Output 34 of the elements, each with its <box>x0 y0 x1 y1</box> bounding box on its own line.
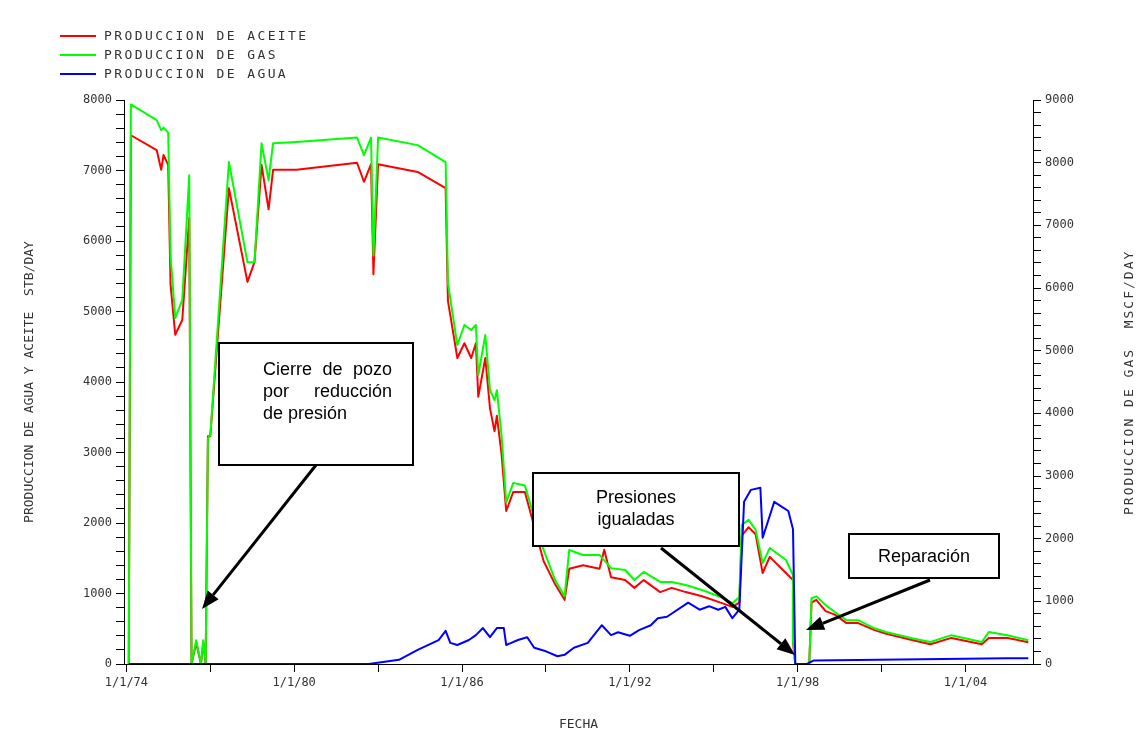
y-tick-label: 6000 <box>83 233 112 248</box>
callout-box: Cierre de pozo por reducción de presión <box>218 342 414 466</box>
y-tick-label: 1000 <box>83 585 112 600</box>
x-tick-label: 1/1/92 <box>608 675 652 690</box>
y2-tick-label: 1000 <box>1045 593 1074 608</box>
y2-tick-label: 4000 <box>1045 405 1074 420</box>
y-tick-label: 5000 <box>83 303 112 318</box>
legend-label: PRODUCCION DE GAS <box>104 47 278 62</box>
x-tick-label: 1/1/74 <box>104 675 149 690</box>
callout-box: Presiones igualadas <box>532 472 740 547</box>
y2-axis-title: PRODUCCION DE GAS MSCF/DAY <box>1121 249 1136 515</box>
y-tick-label: 8000 <box>83 92 112 107</box>
legend-label: PRODUCCION DE ACEITE <box>104 28 309 43</box>
callout-box: Reparación <box>848 533 1000 579</box>
y2-tick-label: 8000 <box>1045 154 1074 169</box>
x-tick-label: 1/1/86 <box>440 675 484 690</box>
y2-tick-label: 0 <box>1045 656 1053 671</box>
y-tick-label: 2000 <box>83 515 112 530</box>
legend-label: PRODUCCION DE AGUA <box>104 66 289 81</box>
y2-tick-label: 7000 <box>1045 217 1074 232</box>
y-tick-label: 3000 <box>83 444 112 459</box>
y-tick-label: 4000 <box>83 374 112 389</box>
y2-tick-label: 2000 <box>1045 530 1074 545</box>
y2-tick-label: 9000 <box>1045 92 1074 107</box>
y2-tick-label: 3000 <box>1045 468 1074 483</box>
x-axis-title: FECHA <box>558 715 599 731</box>
y-tick-label: 7000 <box>83 162 112 177</box>
y-axis-title: PRODUCCION DE AGUA Y ACEITE STB/DAY <box>21 240 37 523</box>
y-tick-label: 0 <box>104 656 112 671</box>
y2-tick-label: 6000 <box>1045 280 1074 295</box>
x-tick-label: 1/1/04 <box>943 675 988 690</box>
x-tick-label: 1/1/80 <box>272 675 316 690</box>
x-tick-label: 1/1/98 <box>775 675 820 690</box>
y2-tick-label: 5000 <box>1045 342 1074 357</box>
